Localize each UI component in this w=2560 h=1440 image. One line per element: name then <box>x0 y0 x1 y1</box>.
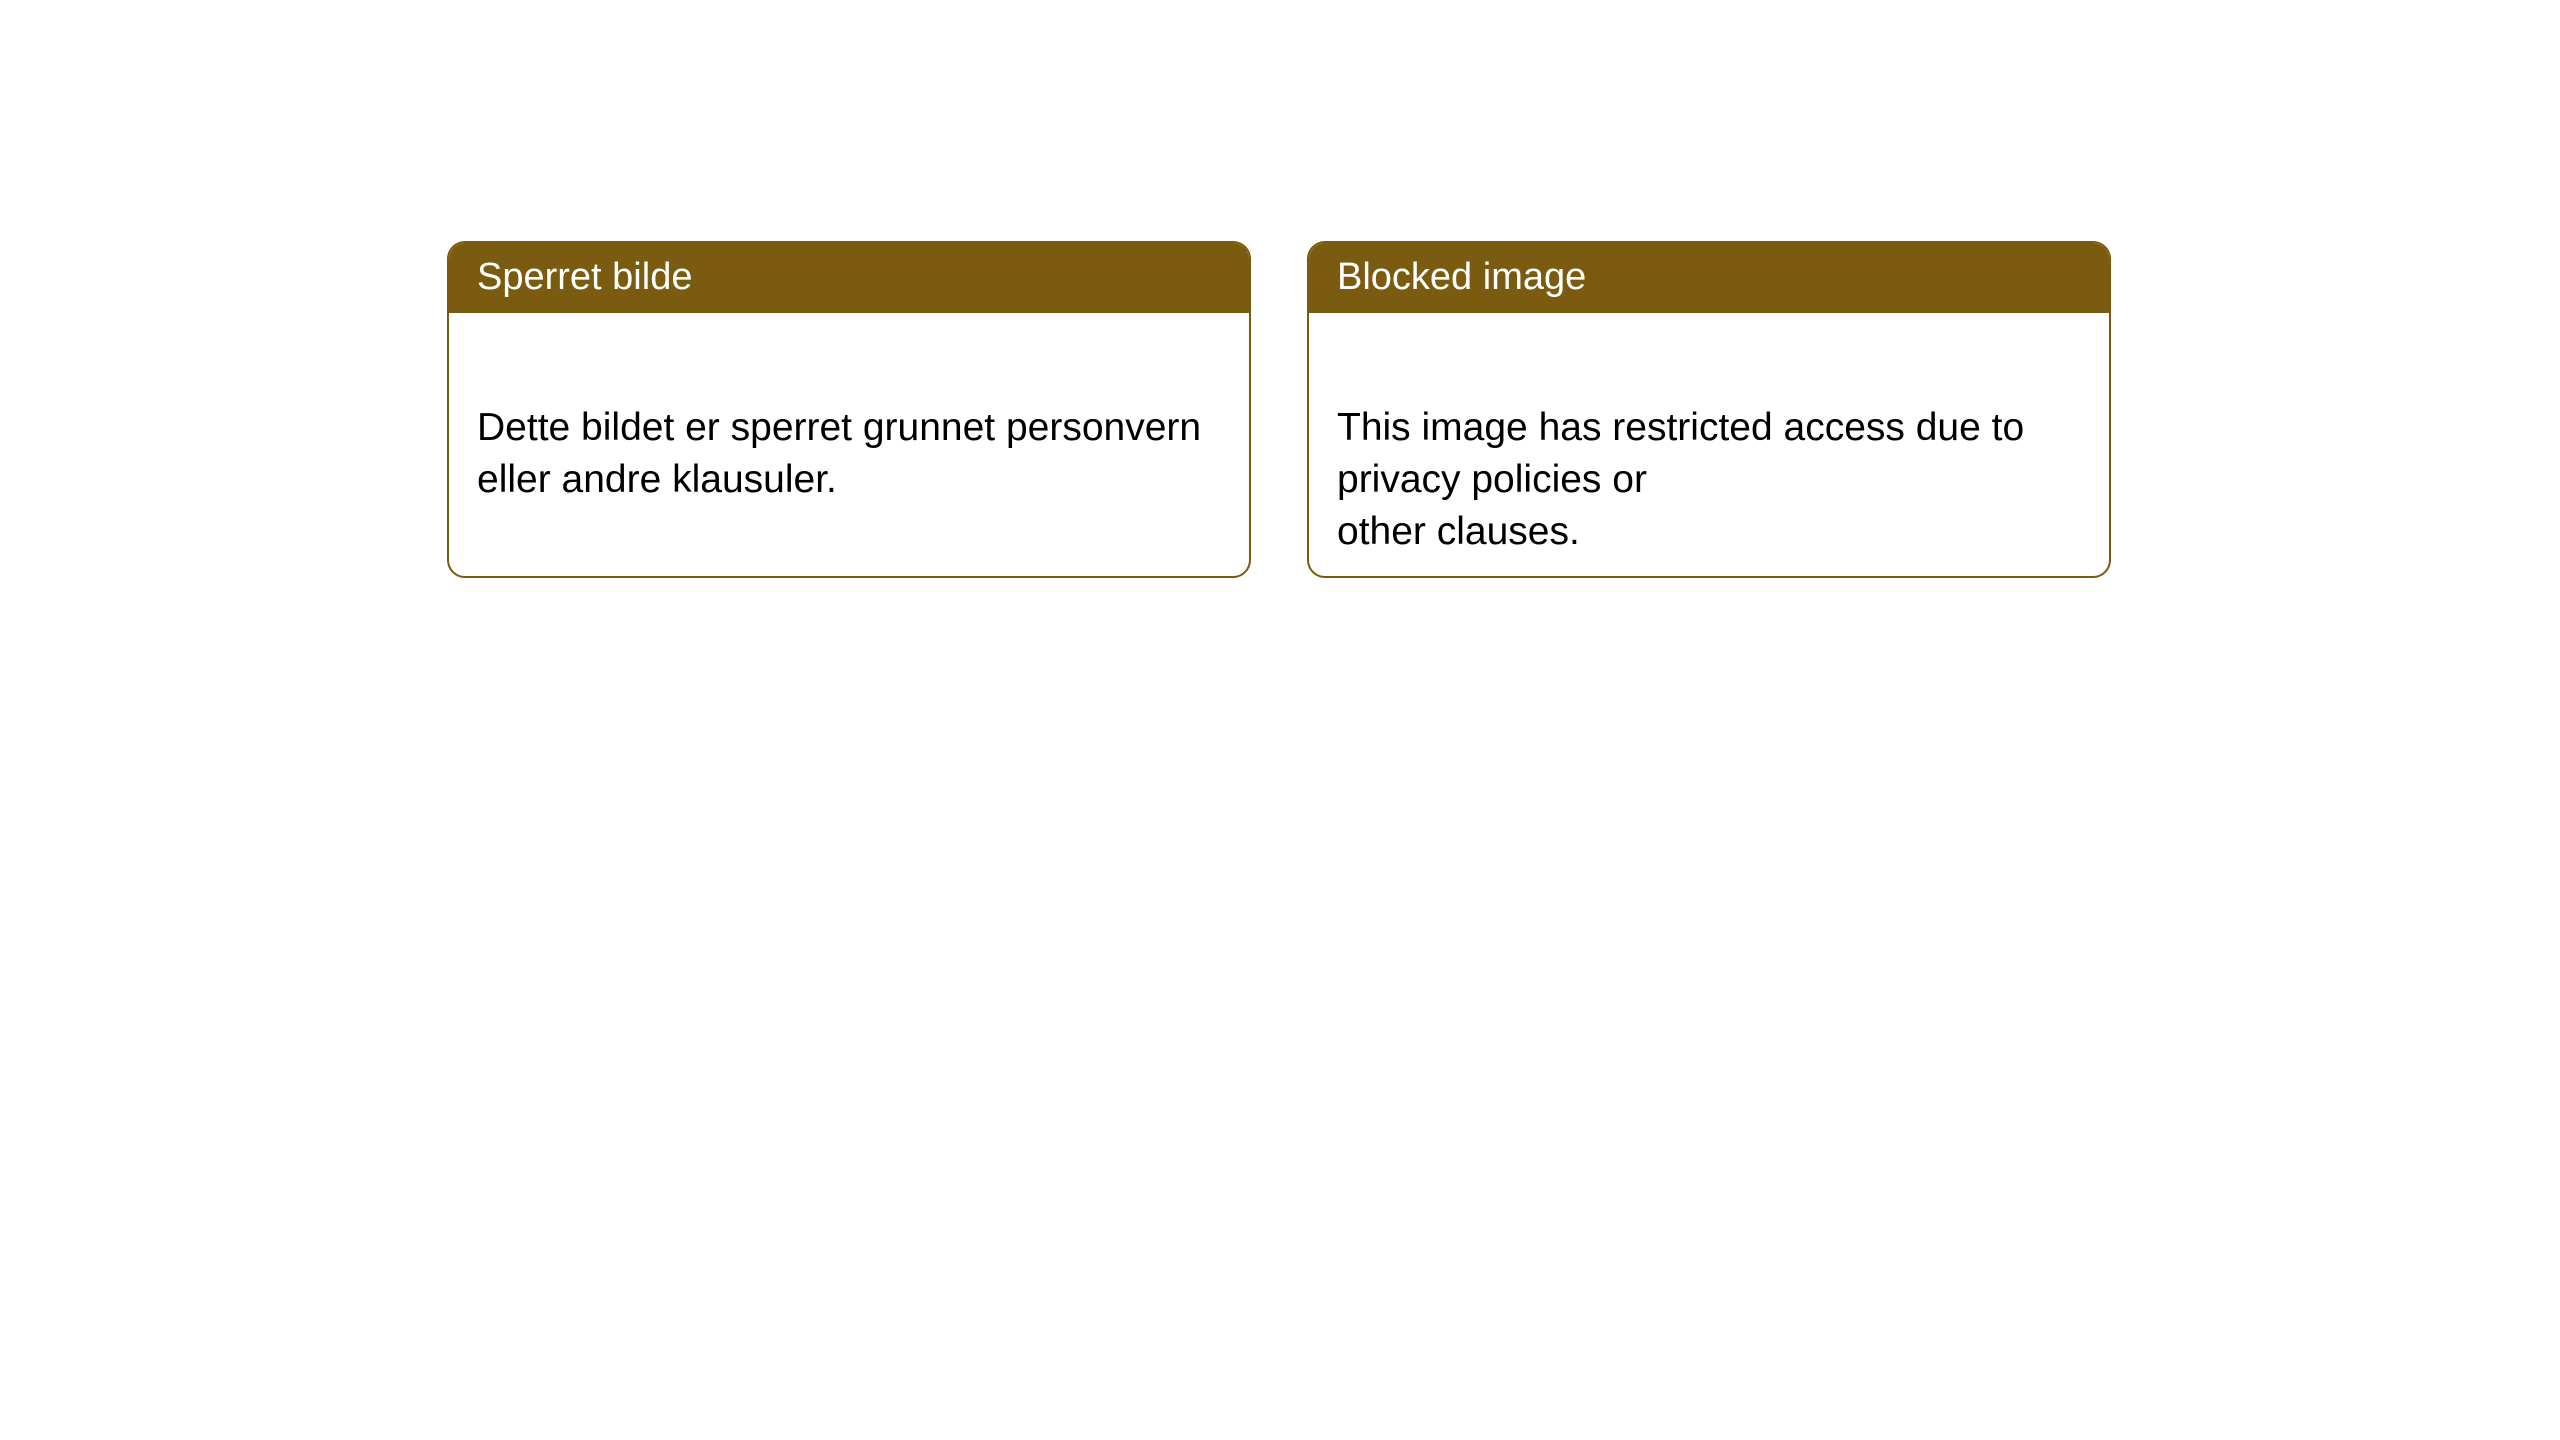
card-title: Blocked image <box>1337 256 1586 298</box>
card-body: This image has restricted access due to … <box>1309 313 2109 578</box>
card-body-text: This image has restricted access due to … <box>1337 406 2024 553</box>
card-header: Sperret bilde <box>449 243 1249 313</box>
card-body: Dette bildet er sperret grunnet personve… <box>449 313 1249 545</box>
notice-card-english: Blocked image This image has restricted … <box>1307 241 2111 578</box>
notice-card-norwegian: Sperret bilde Dette bildet er sperret gr… <box>447 241 1251 578</box>
card-body-text: Dette bildet er sperret grunnet personve… <box>477 406 1201 501</box>
notice-container: Sperret bilde Dette bildet er sperret gr… <box>0 0 2560 578</box>
card-header: Blocked image <box>1309 243 2109 313</box>
card-title: Sperret bilde <box>477 256 692 298</box>
